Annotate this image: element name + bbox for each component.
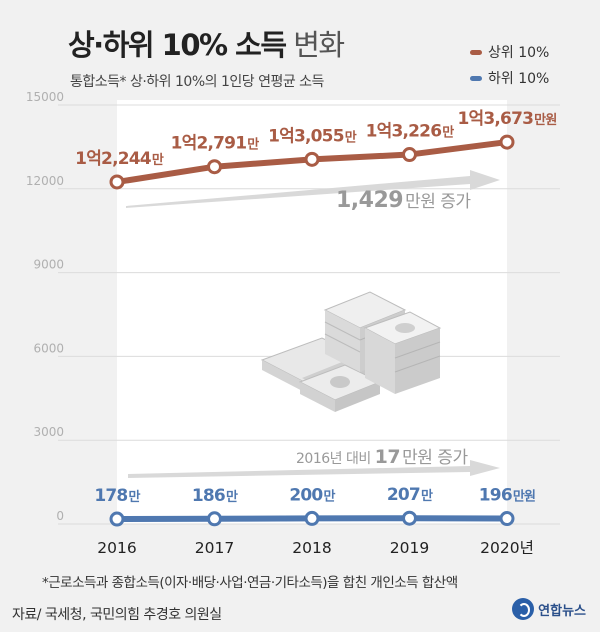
- lower-increase-value: 17: [375, 446, 400, 468]
- data-point-bottom10: [109, 511, 125, 527]
- data-label-unit: 만: [128, 489, 140, 505]
- data-point-bottom10: [304, 510, 320, 526]
- chart-subtitle: 통합소득* 상·하위 10%의 1인당 연평균 소득: [70, 74, 324, 90]
- yonhap-logo-text: 연합뉴스: [538, 603, 586, 619]
- lower-increase-prefix: 2016년 대비: [296, 451, 375, 467]
- data-label-unit: 만원: [534, 112, 556, 128]
- lower-increase-unit: 만원 증가: [402, 448, 468, 468]
- y-tick-label: 3000: [33, 425, 64, 439]
- upper-increase-annotation: 1,429 만원 증가: [336, 188, 471, 213]
- data-label-unit: 만: [152, 152, 164, 168]
- data-point-bottom10: [402, 510, 417, 526]
- upper-increase-value: 1,429: [336, 188, 403, 213]
- footnote: *근로소득과 종합소득(이자·배당·사업·연금·기타소득)을 합친 개인소득 합…: [42, 575, 458, 591]
- data-label-top10: 1억3,226만: [366, 122, 455, 142]
- data-label-value: 178: [94, 486, 127, 506]
- x-tick-label: 2018: [292, 539, 331, 557]
- data-point-top10: [402, 147, 417, 163]
- data-label-unit: 만: [345, 129, 357, 145]
- data-label-top10: 1억2,244만: [75, 149, 164, 169]
- upper-increase-unit: 만원 증가: [405, 192, 471, 212]
- data-label-top10: 1억3,055만: [268, 126, 357, 146]
- x-tick-label: 2019: [390, 539, 429, 557]
- data-label-unit: 만: [226, 489, 238, 505]
- line-chart: 15000 12000 9000 6000 3000 0: [26, 90, 560, 557]
- source-credit: 자료/ 국세청, 국민의힘 추경호 의원실: [12, 607, 222, 623]
- data-label-top10: 1억2,791만: [171, 134, 260, 154]
- legend-label-bottom10: 하위 10%: [488, 71, 550, 87]
- data-label-top10: 1억3,673만원: [458, 109, 557, 129]
- data-label-bottom10: 200만: [289, 485, 335, 505]
- lower-increase-annotation: 2016년 대비 17 만원 증가: [296, 446, 468, 468]
- data-label-unit: 만: [421, 488, 433, 504]
- data-label-value: 1억2,791: [171, 134, 247, 154]
- data-point-bottom10: [207, 511, 222, 527]
- data-label-value: 200: [289, 485, 323, 505]
- legend-label-top10: 상위 10%: [488, 45, 550, 61]
- y-tick-label: 6000: [33, 341, 64, 355]
- data-label-bottom10: 178만: [94, 486, 140, 506]
- data-point-top10: [304, 151, 320, 167]
- x-tick-label: 2017: [195, 539, 234, 557]
- upper-increase-arrow: [126, 170, 500, 208]
- data-label-bottom10: 207만: [387, 485, 433, 505]
- money-stack-icon: [260, 291, 442, 412]
- data-point-top10: [207, 159, 222, 175]
- legend-swatch-top10: [470, 49, 482, 55]
- data-label-bottom10: 196만원: [479, 486, 535, 506]
- legend-item-bottom10: 하위 10%: [470, 68, 549, 88]
- y-tick-label: 0: [56, 509, 64, 523]
- data-point-top10: [499, 134, 515, 150]
- lower-increase-arrow: [128, 460, 500, 478]
- y-tick-label: 12000: [26, 174, 64, 188]
- y-tick-label: 15000: [26, 90, 64, 104]
- data-label-unit: 만: [442, 125, 454, 141]
- legend-swatch-bottom10: [470, 75, 482, 81]
- yonhap-logo-icon: [512, 598, 535, 620]
- chart-title: 상·하위 10% 소득 변화: [68, 22, 345, 64]
- y-tick-label: 9000: [33, 258, 64, 272]
- data-point-bottom10: [499, 511, 515, 527]
- title-suffix: 변화: [285, 28, 345, 62]
- data-label-unit: 만: [323, 488, 335, 504]
- data-label-value: 1억3,226: [366, 122, 442, 142]
- data-point-top10: [109, 174, 125, 190]
- title-main: 상·하위 10% 소득: [68, 28, 287, 62]
- legend-item-top10: 상위 10%: [470, 42, 549, 62]
- data-label-value: 207: [387, 485, 420, 505]
- data-label-value: 1억3,673: [458, 109, 534, 129]
- data-label-value: 1억3,055: [268, 126, 344, 146]
- data-label-value: 196: [479, 486, 512, 506]
- x-tick-label: 2020년: [480, 539, 534, 557]
- data-label-bottom10: 186만: [192, 486, 238, 506]
- data-label-unit: 만원: [513, 489, 535, 505]
- x-tick-label: 2016: [97, 539, 136, 557]
- data-label-value: 1억2,244: [75, 149, 152, 169]
- data-label-value: 186: [192, 486, 225, 506]
- data-label-unit: 만: [247, 137, 259, 153]
- yonhap-logo: 연합뉴스: [512, 598, 586, 620]
